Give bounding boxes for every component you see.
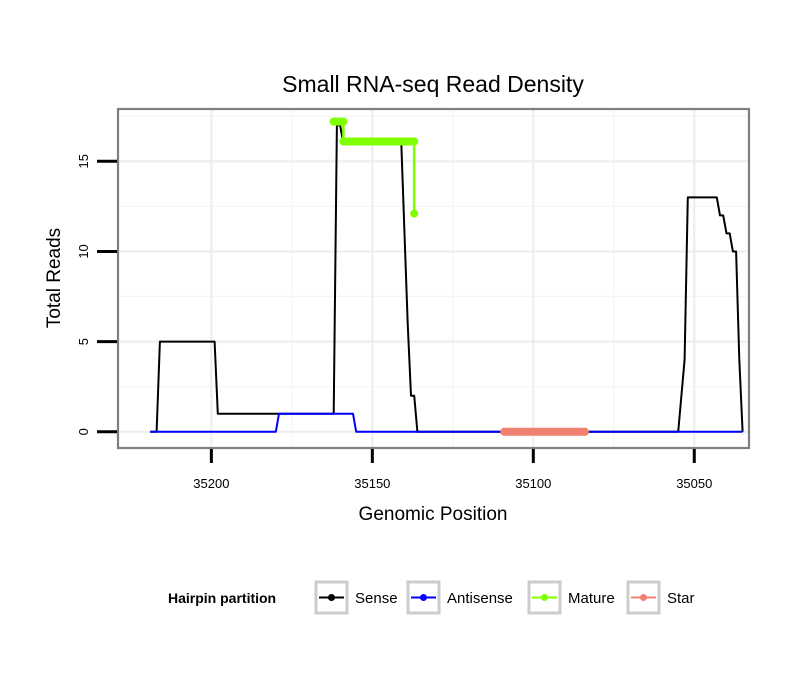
y-tick-label: 0 — [76, 428, 91, 435]
x-tick-label: 35200 — [193, 476, 229, 491]
legend-label-antisense: Antisense — [447, 590, 513, 607]
x-axis-title: Genomic Position — [359, 504, 508, 525]
legend-key-point-star — [640, 594, 647, 601]
x-tick-label: 35150 — [354, 476, 390, 491]
x-tick-label: 35100 — [515, 476, 551, 491]
series-point-mature — [339, 137, 348, 146]
legend-title: Hairpin partition — [168, 590, 276, 606]
series-point-mature — [410, 209, 419, 218]
legend-label-sense: Sense — [355, 590, 398, 607]
y-tick-label: 10 — [76, 244, 91, 258]
x-tick-label: 35050 — [676, 476, 712, 491]
series-point-mature — [410, 137, 419, 146]
chart-title: Small RNA-seq Read Density — [282, 71, 584, 97]
series-point-star — [500, 427, 509, 436]
series-point-star — [580, 427, 589, 436]
series-line-antisense — [150, 412, 743, 433]
y-axis: 0 5 10 15 — [76, 154, 117, 435]
legend-label-star: Star — [667, 590, 695, 607]
series-point-mature — [329, 117, 338, 126]
y-tick-label: 15 — [76, 154, 91, 168]
y-tick-label: 5 — [76, 338, 91, 345]
legend-key-point-antisense — [420, 594, 427, 601]
plot-series — [150, 117, 744, 436]
grid — [118, 109, 749, 448]
series-point-mature — [339, 117, 348, 126]
legend-key-point-mature — [541, 594, 548, 601]
x-axis: 35200 35150 35100 35050 — [193, 449, 712, 491]
series-line-sense — [150, 124, 744, 433]
legend: Hairpin partition Sense Antisense Mature St… — [168, 580, 695, 615]
y-axis-title: Total Reads — [44, 228, 65, 328]
legend-key-point-sense — [328, 594, 335, 601]
plot-panel-border — [116, 107, 751, 450]
legend-label-mature: Mature — [568, 590, 615, 607]
